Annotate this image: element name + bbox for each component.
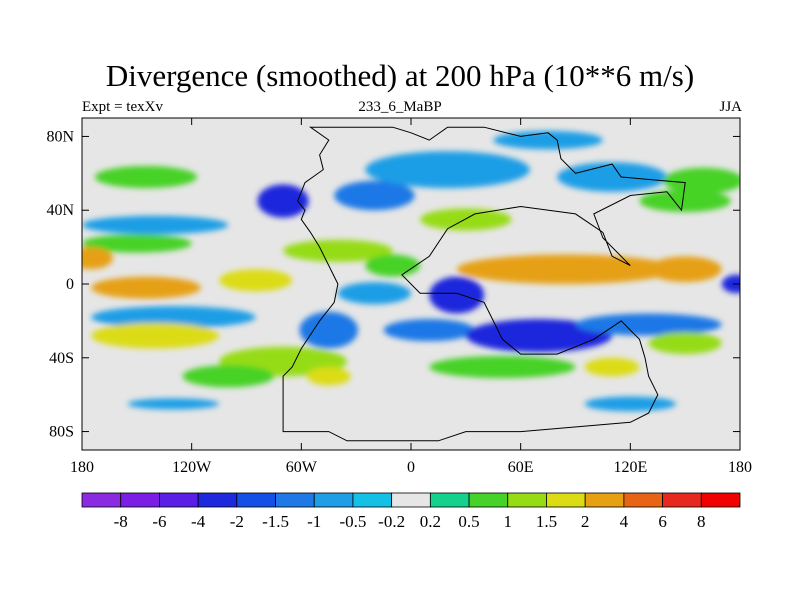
colorbar-swatch-8 — [391, 492, 431, 508]
y-tick-label: 40S — [49, 350, 74, 367]
colorbar-label: 0.5 — [458, 512, 479, 531]
coastline-0 — [282, 126, 686, 442]
divergence-cell-24 — [575, 313, 722, 336]
y-tick-label: 0 — [66, 276, 74, 293]
divergence-cell-32 — [584, 357, 640, 377]
colorbar-label: 2 — [581, 512, 590, 531]
colorbar-label: 1.5 — [536, 512, 557, 531]
colorbar-swatch-13 — [584, 492, 625, 508]
colorbar-swatch-11 — [507, 492, 547, 508]
colorbar: -8 -6 -4 -2 -1.5 -1 -0.5 -0.2 0.2 0.5 1 1.5 2 4 6 8 — [81, 492, 741, 531]
colorbar-swatch-15 — [662, 492, 702, 508]
divergence-cell-3 — [493, 130, 603, 150]
colorbar-label: -2 — [230, 512, 244, 531]
colorbar-label: -6 — [152, 512, 166, 531]
colorbar-swatch-7 — [352, 492, 393, 508]
y-tick-label: 80N — [46, 128, 74, 145]
colorbar-label: -0.2 — [378, 512, 405, 531]
divergence-cell-34 — [584, 396, 677, 412]
divergence-cell-26 — [91, 322, 220, 349]
colorbar-swatch-10 — [468, 492, 509, 508]
colorbar-swatch-14 — [623, 492, 663, 508]
colorbar-swatch-16 — [700, 492, 741, 508]
divergence-cell-17 — [365, 254, 421, 277]
colorbar-swatch-12 — [546, 492, 586, 508]
season-label: JJA — [719, 99, 742, 115]
colorbar-label: -1.5 — [262, 512, 289, 531]
divergence-cell-27 — [648, 331, 722, 355]
x-tick-label: 0 — [407, 459, 415, 476]
x-tick-label: 60W — [286, 459, 318, 476]
divergence-cell-0 — [257, 184, 309, 218]
colorbar-swatch-2 — [159, 492, 199, 508]
colorbar-swatch-1 — [120, 492, 160, 508]
colorbar-label: 0.2 — [420, 512, 441, 531]
divergence-cell-12 — [82, 247, 114, 270]
divergence-cell-25 — [721, 274, 740, 294]
divergence-cell-1 — [334, 180, 415, 211]
colorbar-swatch-5 — [275, 492, 315, 508]
divergence-cell-31 — [306, 367, 351, 386]
x-tick-label: 180 — [728, 459, 752, 476]
divergence-cell-19 — [383, 319, 475, 342]
x-tick-label: 120W — [172, 459, 212, 476]
divergence-cell-8 — [639, 189, 731, 213]
colorbar-label: -4 — [191, 512, 206, 531]
colorbar-label: 1 — [504, 512, 513, 531]
coastline-layer — [282, 126, 686, 442]
chart-title: Divergence (smoothed) at 200 hPa (10**6 … — [105, 58, 695, 93]
divergence-cell-7 — [420, 208, 512, 231]
axes: 180 120W 60W 0 60E 120E 180 80N 40N 0 40S 80S — [46, 118, 752, 476]
divergence-cell-15 — [91, 276, 201, 299]
y-tick-label: 40N — [46, 202, 74, 219]
divergence-cell-23 — [465, 319, 613, 353]
divergence-cell-33 — [127, 398, 220, 410]
colorbar-swatch-3 — [197, 492, 238, 508]
divergence-cell-13 — [456, 254, 677, 284]
divergence-field — [82, 130, 740, 412]
colorbar-label: 6 — [658, 512, 667, 531]
experiment-label: Expt = texXv — [82, 99, 163, 115]
divergence-cell-16 — [219, 269, 293, 292]
colorbar-swatch-9 — [429, 492, 470, 508]
divergence-cell-4 — [557, 162, 667, 192]
divergence-cell-30 — [182, 365, 274, 388]
divergence-cell-20 — [299, 311, 358, 349]
divergence-cell-2 — [365, 151, 530, 189]
colorbar-label: 8 — [697, 512, 706, 531]
colorbar-label: -0.5 — [339, 512, 366, 531]
colorbar-label: 4 — [620, 512, 629, 531]
x-tick-label: 120E — [613, 459, 647, 476]
divergence-cell-18 — [429, 276, 485, 314]
divergence-cell-29 — [429, 355, 576, 379]
divergence-cell-21 — [337, 282, 412, 305]
colorbar-label: -1 — [307, 512, 321, 531]
run-label: 233_6_MaBP — [358, 99, 442, 115]
divergence-cell-5 — [94, 165, 198, 189]
divergence-cell-14 — [648, 256, 722, 283]
divergence-cell-10 — [283, 239, 393, 262]
y-tick-label: 80S — [49, 424, 74, 441]
divergence-cell-22 — [91, 306, 256, 329]
divergence-cell-9 — [82, 215, 229, 235]
colorbar-swatch-4 — [236, 492, 276, 508]
colorbar-swatch-6 — [313, 492, 354, 508]
x-tick-label: 60E — [508, 459, 534, 476]
colorbar-swatch-0 — [81, 492, 122, 508]
colorbar-label: -8 — [114, 512, 128, 531]
divergence-cell-11 — [82, 234, 192, 253]
divergence-cell-6 — [663, 167, 740, 194]
x-tick-label: 180 — [70, 459, 94, 476]
